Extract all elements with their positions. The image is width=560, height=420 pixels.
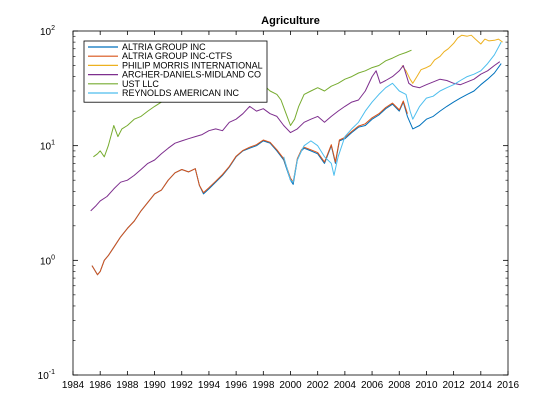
y-tick-label: 101: [40, 140, 55, 153]
x-tick-label: 2004: [334, 380, 357, 391]
x-tick-label: 1988: [116, 380, 139, 391]
legend-label: ALTRIA GROUP INC: [122, 42, 206, 52]
x-tick-label: 2000: [279, 380, 302, 391]
x-tick-label: 1990: [143, 380, 166, 391]
legend-label: PHILIP MORRIS INTERNATIONAL: [122, 60, 263, 70]
series-line-1: [91, 100, 408, 276]
plot-area: 1984 1986 1988 1990 1992 1994 1996 1998 2000 2002…: [38, 25, 520, 391]
y-tick-label: 10-1: [38, 369, 55, 382]
y-axis-ticks: 10-1 100 101 102: [38, 25, 508, 382]
y-tick-label: 100: [40, 254, 55, 267]
x-tick-label: 2016: [497, 380, 520, 391]
x-tick-label: 2006: [361, 380, 384, 391]
x-tick-label: 1994: [198, 380, 221, 391]
x-tick-label: 1984: [62, 380, 85, 391]
x-tick-label: 1986: [89, 380, 112, 391]
x-tick-label: 2008: [388, 380, 411, 391]
x-tick-label: 2012: [443, 380, 466, 391]
axes-frame: [72, 30, 509, 376]
x-tick-label: 1998: [252, 380, 275, 391]
legend-label: REYNOLDS AMERICAN INC: [122, 88, 240, 98]
x-tick-label: 1992: [171, 380, 194, 391]
legend-label: ARCHER-DANIELS-MIDLAND CO: [122, 70, 261, 80]
series-line-5: [283, 41, 502, 183]
x-tick-label: 1996: [225, 380, 248, 391]
x-tick-label: 2010: [415, 380, 438, 391]
chart-title: Agriculture: [261, 15, 320, 27]
y-tick-label: 102: [40, 25, 55, 38]
legend-label: ALTRIA GROUP INC-CTFS: [122, 51, 232, 61]
legend-label: UST LLC: [122, 79, 159, 89]
legend-box: [83, 40, 268, 103]
x-axis-ticks: 1984 1986 1988 1990 1992 1994 1996 1998 2000 2002…: [62, 31, 520, 391]
x-tick-label: 2002: [307, 380, 330, 391]
y-minor-ticks: [73, 35, 508, 341]
x-tick-label: 2014: [470, 380, 493, 391]
series-line-3: [90, 61, 501, 212]
series-line-2: [401, 34, 503, 84]
